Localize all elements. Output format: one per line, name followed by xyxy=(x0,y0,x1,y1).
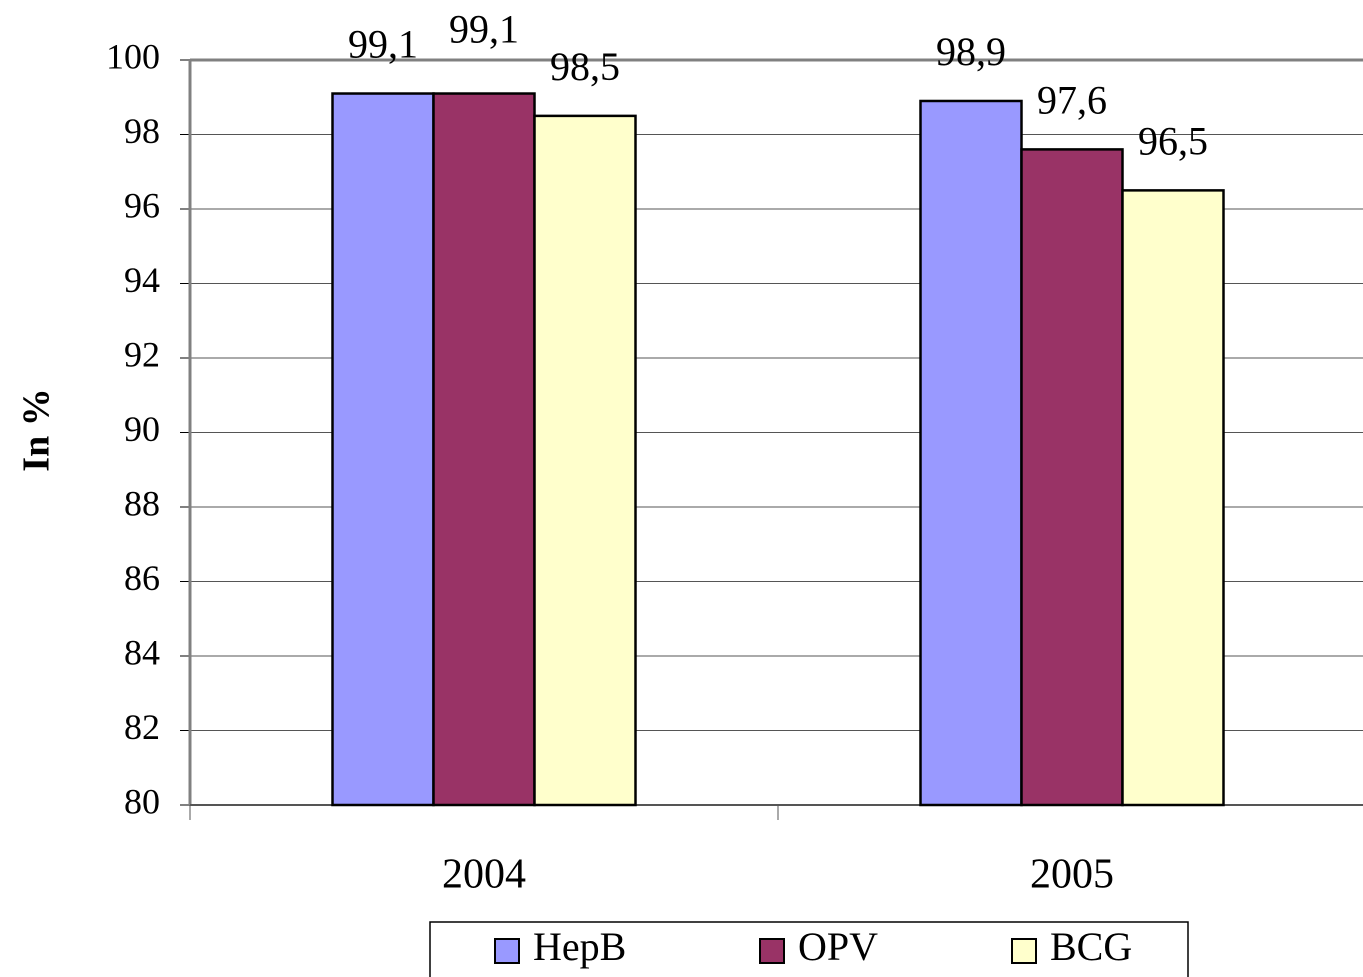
y-tick-label: 84 xyxy=(124,632,160,672)
y-tick-label: 94 xyxy=(124,260,160,300)
y-tick-label: 86 xyxy=(124,558,160,598)
bar xyxy=(919,99,1023,807)
legend-label: OPV xyxy=(798,924,878,969)
y-tick-label: 88 xyxy=(124,483,160,523)
y-axis-label: In % xyxy=(16,388,58,471)
legend-label: HepB xyxy=(533,924,626,969)
y-tick-label: 100 xyxy=(106,36,160,76)
bar xyxy=(1020,148,1124,807)
value-label: 97,6 xyxy=(1037,78,1107,123)
y-tick-label: 96 xyxy=(124,185,160,225)
y-tick-label: 80 xyxy=(124,781,160,821)
value-label: 98,9 xyxy=(936,29,1006,74)
bar xyxy=(533,114,637,807)
x-tick-label: 2004 xyxy=(442,852,526,898)
bar xyxy=(1121,189,1225,807)
y-tick-label: 98 xyxy=(124,111,160,151)
legend-label: BCG xyxy=(1050,924,1132,969)
y-tick-label: 92 xyxy=(124,334,160,374)
value-label: 96,5 xyxy=(1138,119,1208,164)
legend-swatch xyxy=(759,938,785,964)
legend-swatch xyxy=(1011,938,1037,964)
y-tick-label: 90 xyxy=(124,409,160,449)
legend-swatch xyxy=(494,938,520,964)
value-label: 98,5 xyxy=(550,44,620,89)
bar xyxy=(331,92,435,807)
value-label: 99,1 xyxy=(348,22,418,67)
value-label: 99,1 xyxy=(449,7,519,52)
bar xyxy=(432,92,536,807)
legend-box xyxy=(429,921,1189,977)
y-tick-label: 82 xyxy=(124,707,160,747)
x-tick-label: 2005 xyxy=(1030,852,1114,898)
